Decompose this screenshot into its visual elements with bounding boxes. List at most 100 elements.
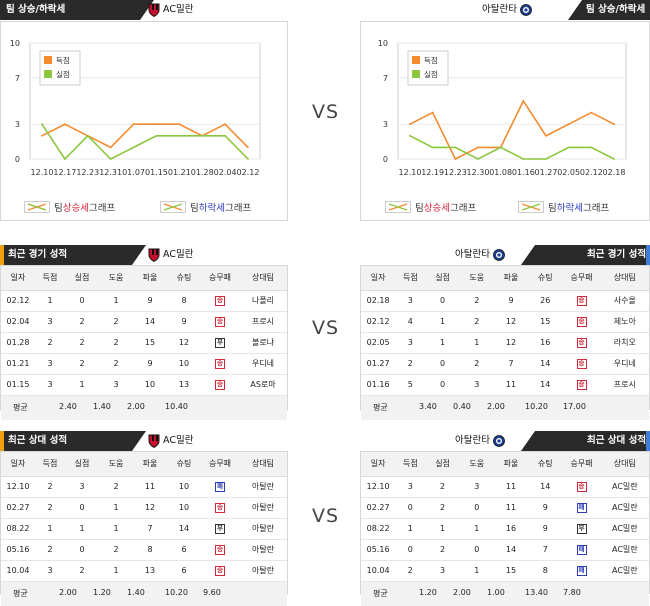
atalanta-crest-icon <box>493 434 505 448</box>
average-value: 1.40 <box>93 401 111 411</box>
milan-crest-icon <box>148 248 160 262</box>
table-cell: 1 <box>395 518 426 540</box>
table-cell: 0 <box>395 497 426 519</box>
table-cell: 사수올 <box>600 290 649 312</box>
accent-bar <box>646 431 650 451</box>
table-row: 12.10 3 2 3 11 14 승 AC밀란 <box>361 476 649 498</box>
table-cell: 라치오 <box>600 332 649 354</box>
column-header: 일자 <box>361 452 396 477</box>
result-cell: 승 <box>562 332 601 354</box>
table-cell: 0 <box>459 497 494 519</box>
table-cell: 3 <box>459 374 494 396</box>
column-header: 슈팅 <box>528 452 563 477</box>
result-badge: 패 <box>576 545 587 555</box>
x-tick-label: 01.07 <box>122 168 145 177</box>
average-value: 평균 <box>13 588 28 598</box>
result-badge: 패 <box>576 566 587 576</box>
average-value: 2.00 <box>127 401 145 411</box>
column-header: 실점 <box>65 452 99 477</box>
x-tick-label: 12.10 <box>399 168 422 177</box>
table-cell: 0 <box>395 539 426 561</box>
table-cell: 14 <box>133 311 167 333</box>
result-badge: 승 <box>215 296 225 306</box>
table-cell: 11 <box>493 374 529 396</box>
x-tick-label: 01.27 <box>535 168 558 177</box>
result-badge: 승 <box>215 359 225 369</box>
x-tick-label: 12.23 <box>444 168 467 177</box>
legend-down-right: 팀 하락세 그래프 <box>518 200 609 214</box>
h2h-table-left: 일자 득점 실점 도움 파울 슈팅 승무패 상대팀 12.10 2 3 2 11 10 패 아탈란 02.27 2… <box>1 452 287 606</box>
table-cell: 3 <box>459 476 494 498</box>
x-tick-label: 02.18 <box>603 168 626 177</box>
table-cell: 3 <box>65 476 99 498</box>
y-tick-label: 7 <box>383 74 388 83</box>
table-cell: 3 <box>99 374 133 396</box>
table-row: 08.22 1 1 1 16 9 무 AC밀란 <box>361 518 649 540</box>
table-row: 02.12 1 0 1 9 8 승 나폴리 <box>1 290 287 312</box>
x-tick-label: 02.12 <box>237 168 260 177</box>
average-value: 2.40 <box>59 401 77 411</box>
result-cell: 승 <box>201 311 239 333</box>
x-tick-label: 01.08 <box>489 168 512 177</box>
table-row: 05.16 2 0 2 8 6 승 아탈란 <box>1 539 287 561</box>
table-cell: 12 <box>167 332 201 354</box>
table-cell: 10 <box>133 374 167 396</box>
legend-down-prefix: 팀 <box>190 203 199 214</box>
table-cell: 아탈란 <box>239 476 287 498</box>
result-badge: 승 <box>215 503 225 513</box>
table-header-row: 일자 득점 실점 도움 파울 슈팅 승무패 상대팀 <box>1 266 287 291</box>
table-cell: 6 <box>167 539 201 561</box>
table-header-row: 일자 득점 실점 도움 파울 슈팅 승무패 상대팀 <box>361 452 649 477</box>
table-cell: 2 <box>99 476 133 498</box>
header-slant <box>132 431 146 451</box>
average-value: 7.80 <box>563 587 581 597</box>
table-cell: 01.28 <box>1 332 35 354</box>
table-cell: 10 <box>167 497 201 519</box>
average-value: 2.00 <box>487 401 505 411</box>
column-header: 득점 <box>35 452 65 477</box>
result-badge: 무 <box>576 524 587 534</box>
result-badge: 패 <box>215 482 225 492</box>
table-cell: 1 <box>425 332 460 354</box>
column-header: 상대팀 <box>600 266 649 291</box>
data-point <box>178 123 181 126</box>
result-badge: 무 <box>215 338 225 348</box>
column-header: 상대팀 <box>239 452 287 477</box>
series-line-concede <box>41 123 249 161</box>
table-cell: 01.16 <box>361 374 396 396</box>
table-cell: 1 <box>65 374 99 396</box>
column-header: 실점 <box>65 266 99 291</box>
result-cell: 승 <box>201 560 239 582</box>
accent-bar <box>0 431 4 451</box>
data-point <box>224 123 227 126</box>
data-point <box>132 146 135 149</box>
table-cell: 2 <box>65 353 99 375</box>
column-header: 슈팅 <box>167 452 201 477</box>
h2h-title-left: 최근 상대 성적 <box>8 435 68 446</box>
table-cell: 2 <box>99 539 133 561</box>
legend-up-prefix: 팀 <box>415 203 424 214</box>
table-cell: 9 <box>133 353 167 375</box>
data-point <box>567 123 570 126</box>
table-cell: 15 <box>133 332 167 354</box>
table-cell: AC밀란 <box>600 476 649 498</box>
trend-left-team: AC밀란 <box>145 0 193 20</box>
table-cell: 1 <box>459 332 494 354</box>
data-point <box>409 123 411 126</box>
data-point <box>590 111 593 114</box>
table-cell: 2 <box>65 560 99 582</box>
table-cell: 10 <box>167 353 201 375</box>
trend-chart-left: 10 7 3 0 12.10 12.17 12.23 12.31 01.07 01.15 01.21… <box>10 39 261 177</box>
table-cell: 6 <box>167 560 201 582</box>
legend-label: 실점 <box>424 69 438 79</box>
legend-up-word: 상승세 <box>423 203 450 214</box>
table-cell: 우디네 <box>600 353 649 375</box>
table-cell: 프로시 <box>239 311 287 333</box>
table-cell: AS로마 <box>239 374 287 396</box>
vs-label: VS <box>312 101 340 123</box>
data-point <box>590 146 593 149</box>
data-point <box>567 146 570 149</box>
data-point <box>63 123 66 126</box>
column-header: 파울 <box>133 452 167 477</box>
table-row: 02.04 3 2 2 14 9 승 프로시 <box>1 311 287 333</box>
